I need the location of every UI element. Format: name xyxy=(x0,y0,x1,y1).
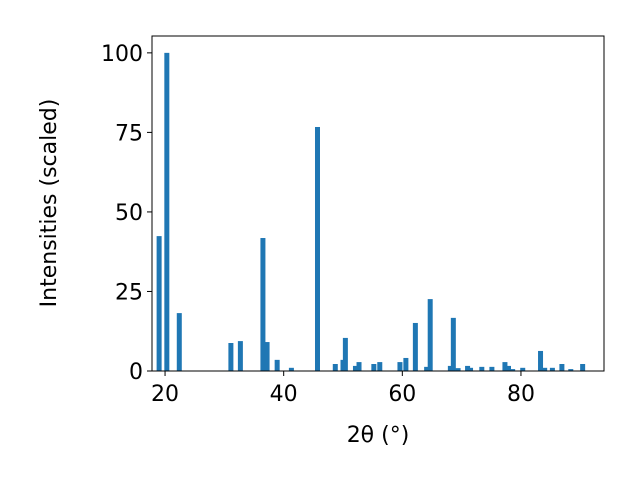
y-tick-label: 75 xyxy=(115,121,143,146)
bar xyxy=(176,313,182,371)
bar xyxy=(264,342,270,371)
bar xyxy=(403,357,409,371)
y-axis-label: Intensities (scaled) xyxy=(37,99,62,308)
bar xyxy=(580,364,586,371)
x-tick-label: 20 xyxy=(151,382,179,407)
bar xyxy=(332,364,338,371)
bar xyxy=(520,367,526,371)
bar xyxy=(549,367,555,371)
bar xyxy=(342,337,348,371)
bar xyxy=(568,369,574,371)
bar xyxy=(559,364,565,371)
bar xyxy=(314,126,320,371)
bar xyxy=(542,367,548,371)
x-tick-label: 80 xyxy=(507,382,535,407)
bar xyxy=(288,367,294,371)
bar xyxy=(450,317,456,371)
y-tick-label: 50 xyxy=(115,201,143,226)
bar xyxy=(156,236,162,371)
bar xyxy=(356,362,362,371)
bar xyxy=(479,366,485,371)
bar xyxy=(397,362,403,371)
x-axis-label: 2θ (°) xyxy=(347,423,410,448)
x-tick-label: 40 xyxy=(270,382,298,407)
bar xyxy=(164,52,170,371)
bar xyxy=(465,365,471,371)
bar xyxy=(427,299,433,371)
y-tick-label: 25 xyxy=(115,280,143,305)
bar xyxy=(274,359,280,371)
bar xyxy=(468,367,474,371)
bar xyxy=(447,365,453,371)
bar xyxy=(489,366,495,371)
bar xyxy=(228,343,234,371)
plot-frame xyxy=(151,35,605,372)
bar xyxy=(538,350,544,371)
bar xyxy=(424,366,430,371)
bar xyxy=(505,365,511,371)
y-tick-label: 0 xyxy=(129,360,143,385)
bar xyxy=(237,341,243,371)
bar xyxy=(412,322,418,371)
bar xyxy=(260,238,266,371)
bar xyxy=(377,362,383,371)
bar xyxy=(352,365,358,371)
bar xyxy=(502,362,508,371)
bar xyxy=(510,369,516,371)
y-tick-label: 100 xyxy=(101,42,143,67)
x-tick-label: 60 xyxy=(388,382,416,407)
bar xyxy=(371,364,377,371)
bar xyxy=(455,368,461,371)
